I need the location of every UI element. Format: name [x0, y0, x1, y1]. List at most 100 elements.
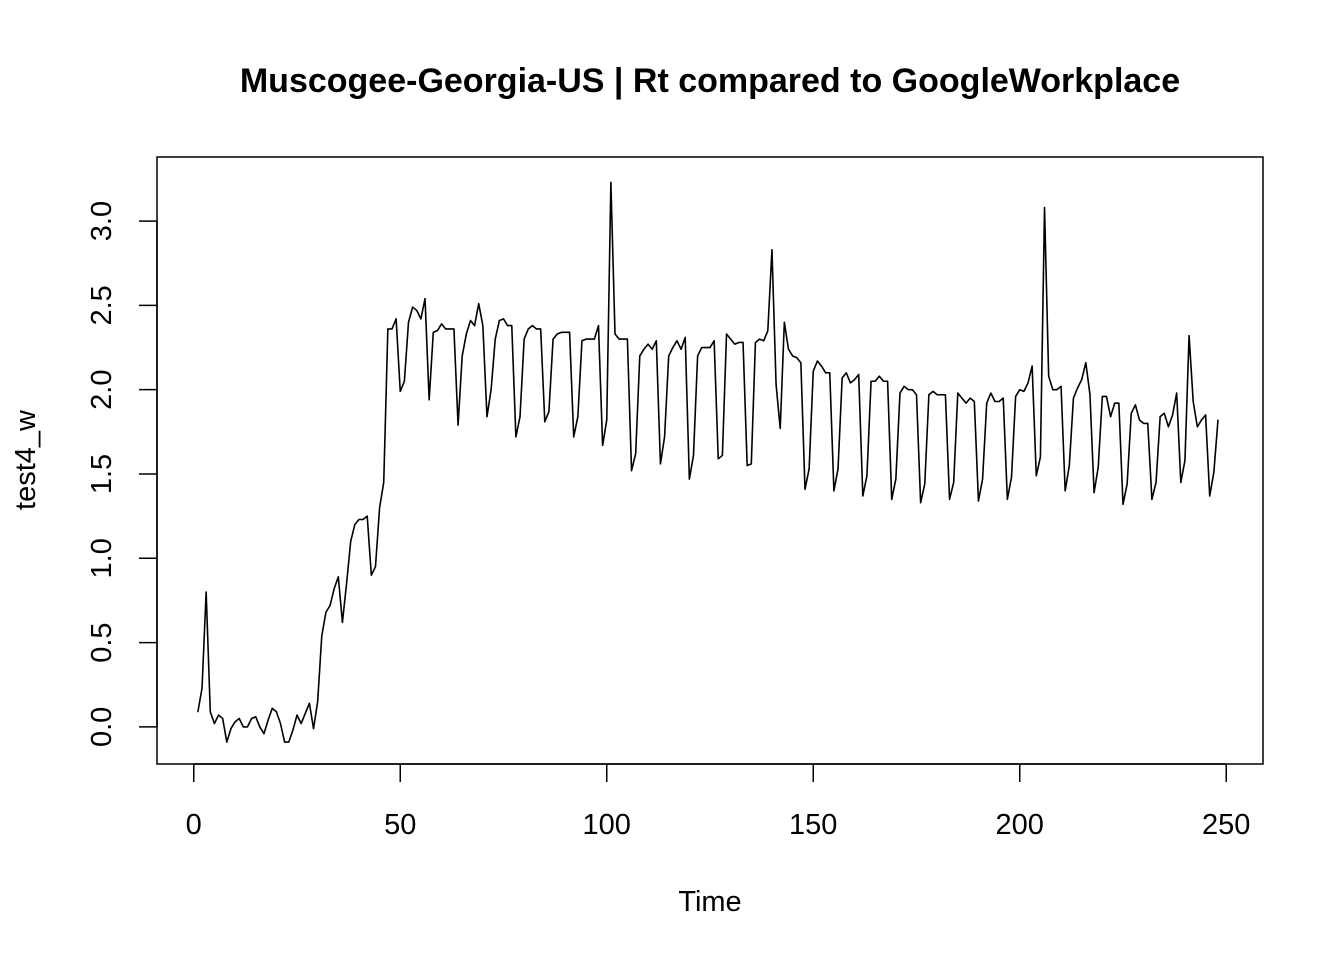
data-point	[597, 325, 600, 327]
data-point	[288, 741, 290, 743]
data-point	[734, 343, 736, 345]
data-point	[585, 338, 587, 340]
data-point	[907, 389, 909, 391]
data-point	[449, 328, 451, 330]
data-point	[395, 318, 397, 320]
data-point	[1006, 498, 1008, 500]
data-point	[630, 470, 633, 472]
data-point	[387, 328, 389, 330]
data-point	[1052, 389, 1054, 391]
data-point	[862, 495, 864, 497]
data-point	[358, 518, 360, 521]
data-point	[284, 741, 286, 743]
x-axis: 0 50 100 150 200 250	[186, 763, 1250, 841]
x-tick-label: 50	[384, 809, 416, 841]
data-point	[953, 481, 955, 484]
data-point	[1114, 402, 1116, 404]
data-point	[602, 444, 604, 446]
data-point	[304, 712, 306, 715]
data-point	[312, 727, 315, 730]
data-point	[226, 741, 228, 743]
data-point	[808, 468, 810, 470]
data-point	[1072, 397, 1075, 399]
data-point	[407, 321, 410, 323]
data-point	[874, 380, 876, 382]
data-point	[1159, 416, 1161, 418]
series-group	[197, 181, 1219, 743]
data-point	[804, 488, 806, 490]
data-point	[792, 355, 794, 357]
data-point	[758, 338, 761, 340]
data-point	[920, 502, 922, 504]
data-point	[915, 394, 918, 396]
data-point	[263, 733, 265, 735]
data-point	[1200, 419, 1203, 421]
data-point	[1163, 412, 1165, 414]
y-tick-label: 2.0	[86, 370, 118, 410]
data-point	[651, 348, 653, 350]
data-point	[763, 340, 765, 342]
data-point	[1134, 404, 1136, 406]
data-point	[1196, 426, 1198, 428]
y-axis-label: test4_w	[10, 409, 42, 510]
data-point	[498, 319, 500, 322]
data-point	[535, 328, 538, 330]
data-point	[684, 336, 686, 339]
data-point	[858, 373, 860, 376]
data-point	[1035, 475, 1037, 477]
plot-frame	[156, 156, 1264, 765]
data-point	[205, 591, 207, 593]
data-point	[197, 711, 199, 713]
data-point	[234, 721, 236, 723]
data-point	[986, 402, 988, 404]
data-point	[618, 338, 620, 340]
data-point	[222, 717, 224, 720]
data-point	[1089, 394, 1091, 396]
data-point	[981, 478, 984, 480]
data-point	[936, 394, 938, 396]
data-point	[692, 454, 695, 457]
data-point	[527, 328, 529, 330]
data-point	[1118, 402, 1120, 404]
data-point	[878, 375, 880, 377]
data-point	[668, 355, 670, 357]
data-point	[469, 319, 472, 322]
data-point	[825, 372, 827, 374]
data-point	[940, 394, 942, 396]
data-point	[870, 380, 872, 382]
data-point	[238, 717, 240, 720]
data-point	[519, 416, 521, 418]
data-point	[379, 507, 381, 509]
data-point	[366, 515, 368, 517]
data-point	[560, 331, 562, 333]
data-point	[816, 360, 818, 362]
x-axis-label: Time	[678, 886, 741, 918]
data-point	[321, 635, 323, 637]
data-point	[697, 355, 699, 357]
y-tick-label: 1.0	[86, 538, 118, 578]
data-point	[730, 338, 732, 340]
data-point	[738, 341, 740, 344]
data-point	[849, 382, 852, 384]
data-point	[383, 481, 385, 484]
data-point	[300, 722, 302, 725]
data-point	[370, 574, 372, 576]
data-point	[552, 338, 554, 340]
data-point	[1064, 490, 1066, 492]
data-point	[1130, 412, 1132, 414]
data-point	[606, 419, 608, 421]
data-point	[420, 318, 422, 320]
data-point	[250, 717, 253, 720]
data-point	[271, 707, 273, 709]
data-point	[540, 328, 542, 330]
data-point	[593, 338, 595, 340]
data-point	[1192, 400, 1194, 403]
data-point	[837, 468, 839, 470]
data-point	[663, 436, 666, 438]
data-point	[267, 719, 269, 721]
data-point	[523, 338, 525, 340]
data-point	[882, 380, 885, 382]
data-point	[725, 333, 728, 335]
data-point	[445, 328, 447, 330]
